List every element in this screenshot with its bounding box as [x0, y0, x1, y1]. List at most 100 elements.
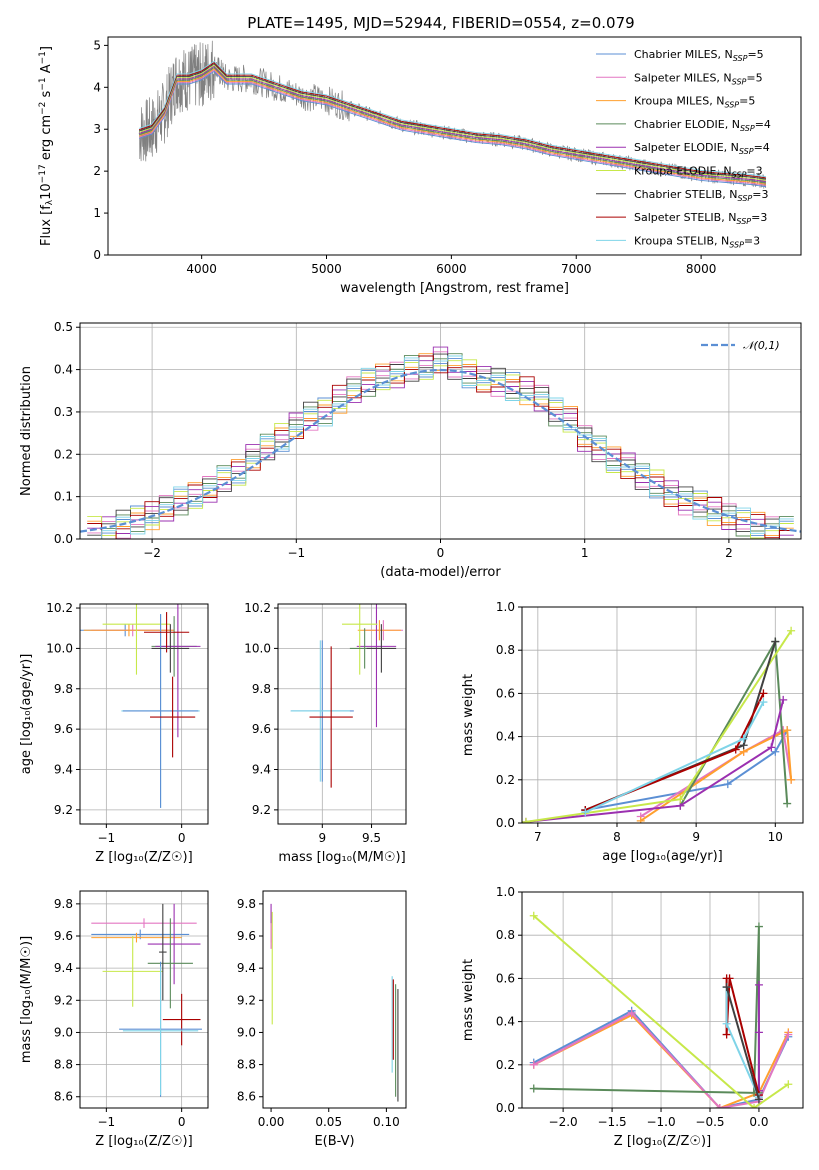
x-tick-label: 9 — [318, 831, 326, 845]
x-tick-label: 5000 — [311, 262, 342, 276]
y-tick-label: 9.6 — [54, 929, 73, 943]
legend-label: Chabrier STELIB, NSSP=3 — [634, 188, 768, 203]
series-marker — [783, 726, 792, 735]
x-tick-label: −1 — [98, 1115, 116, 1129]
y-tick-label: 1 — [93, 206, 101, 220]
y-tick-label: 0.8 — [496, 643, 515, 657]
x-axis-label: mass [log₁₀(M/M☉)] — [278, 850, 405, 865]
series-marker — [725, 974, 734, 983]
series-marker — [723, 780, 732, 789]
y-axis-label: mass weight — [461, 674, 476, 756]
y-tick-label: 3 — [93, 122, 101, 136]
y-tick-label: 9.8 — [252, 682, 271, 696]
plot-area — [138, 40, 767, 189]
x-tick-label: −0.5 — [695, 1115, 724, 1129]
x-tick-label: 8 — [613, 830, 621, 844]
y-tick-label: 9.6 — [237, 929, 256, 943]
legend-label: Chabrier ELODIE, NSSP=4 — [634, 118, 771, 133]
series-marker — [754, 922, 763, 931]
legend-label: 𝒩(0,1) — [743, 339, 780, 352]
series-marker — [529, 911, 538, 920]
plot-area — [529, 911, 793, 1108]
y-tick-label: 8.8 — [237, 1058, 256, 1072]
legend-label: Kroupa STELIB, NSSP=3 — [634, 234, 760, 249]
spectrum-model-line — [139, 63, 767, 180]
plot-area — [270, 903, 399, 1102]
series-marker — [715, 1104, 724, 1108]
y-tick-label: 0.8 — [496, 928, 515, 942]
legend: Chabrier MILES, NSSP=5 Salpeter MILES, NS… — [596, 48, 771, 249]
series-marker — [771, 637, 780, 646]
series-marker — [754, 1095, 763, 1104]
y-tick-label: 0.6 — [496, 686, 515, 700]
y-tick-label: 2 — [93, 164, 101, 178]
y-tick-label: 9.4 — [54, 961, 73, 975]
y-tick-label: 9.4 — [252, 763, 271, 777]
plot-area — [290, 604, 404, 788]
x-axis-label: Z [log₁₀(Z/Z☉)] — [614, 1134, 711, 1149]
x-tick-label: 0.0 — [749, 1115, 768, 1129]
plot-area — [522, 626, 796, 823]
legend-label: Kroupa MILES, NSSP=5 — [634, 95, 755, 110]
gaussian-curve — [80, 368, 801, 533]
y-tick-label: 9.4 — [54, 763, 73, 777]
plot-area — [80, 346, 801, 539]
y-tick-label: 0.3 — [54, 405, 73, 419]
y-tick-label: 10.0 — [244, 641, 271, 655]
y-tick-label: 1.0 — [496, 600, 515, 614]
x-tick-label: 0.00 — [258, 1115, 285, 1129]
series-marker — [529, 1084, 538, 1093]
x-tick-label: −1.0 — [646, 1115, 675, 1129]
x-axis-label: age [log₁₀(age/yr)] — [602, 849, 723, 864]
x-tick-label: 0 — [178, 1115, 186, 1129]
spectrum-model-line — [139, 68, 767, 185]
histogram-step — [87, 357, 794, 539]
spectrum-model-line — [139, 65, 767, 183]
y-tick-label: 8.6 — [237, 1090, 256, 1104]
y-tick-label: 1.0 — [496, 885, 515, 899]
series-line — [585, 729, 789, 811]
y-tick-label: 8.6 — [54, 1090, 73, 1104]
y-tick-label: 0.4 — [496, 1015, 515, 1029]
y-tick-label: 9.0 — [237, 1025, 256, 1039]
x-tick-label: 0 — [437, 546, 445, 560]
x-tick-label: −1.5 — [598, 1115, 627, 1129]
axes-frame — [521, 606, 804, 824]
series-marker — [767, 743, 776, 752]
figure-title: PLATE=1495, MJD=52944, FIBERID=0554, z=0… — [247, 14, 634, 32]
axes-frame — [277, 603, 407, 825]
series-marker — [784, 1080, 793, 1089]
y-tick-label: 9.8 — [54, 897, 73, 911]
x-axis-label: Z [log₁₀(Z/Z☉)] — [95, 1134, 192, 1149]
spectrum-model-line — [139, 62, 767, 179]
x-tick-label: 0 — [178, 831, 186, 845]
y-axis-label: mass [log₁₀(M/M☉)] — [19, 936, 34, 1063]
spectrum-model-line — [139, 67, 767, 184]
y-tick-label: 0.2 — [496, 773, 515, 787]
series-marker — [636, 816, 645, 823]
legend-label: Salpeter STELIB, NSSP=3 — [634, 211, 767, 226]
y-axis-label: age [log₁₀(age/yr)] — [19, 654, 34, 775]
series-marker — [754, 1028, 763, 1037]
series-line — [725, 986, 760, 1100]
series-marker — [759, 689, 768, 698]
series-line — [533, 926, 760, 1094]
y-tick-label: 8.8 — [54, 1058, 73, 1072]
y-tick-label: 10.0 — [46, 641, 73, 655]
series-marker — [787, 626, 796, 635]
axes-frame — [262, 890, 407, 1109]
x-axis-label: E(B-V) — [314, 1134, 354, 1149]
x-tick-label: 9 — [692, 830, 700, 844]
x-tick-label: 2 — [725, 546, 733, 560]
y-axis-label: mass weight — [461, 959, 476, 1041]
y-tick-label: 0.2 — [496, 1058, 515, 1072]
axes-frame — [79, 890, 209, 1109]
legend-label: Chabrier MILES, NSSP=5 — [634, 48, 764, 63]
axes-frame — [79, 603, 209, 825]
series-marker — [522, 817, 530, 823]
axes-frame — [521, 891, 804, 1109]
panel-mass-vs-ebv: 0.00 0.05 0.10 8.6 8.8 9.0 9.2 9.4 9.6 9.8 E(B-V) — [237, 890, 407, 1149]
y-tick-label: 0 — [93, 248, 101, 262]
panel-age-vs-mass: 9 9.5 9.2 9.4 9.6 9.8 10.0 10.2 mass [log₁₀(M/M☉… — [244, 601, 407, 865]
x-tick-label: 10 — [768, 830, 783, 844]
